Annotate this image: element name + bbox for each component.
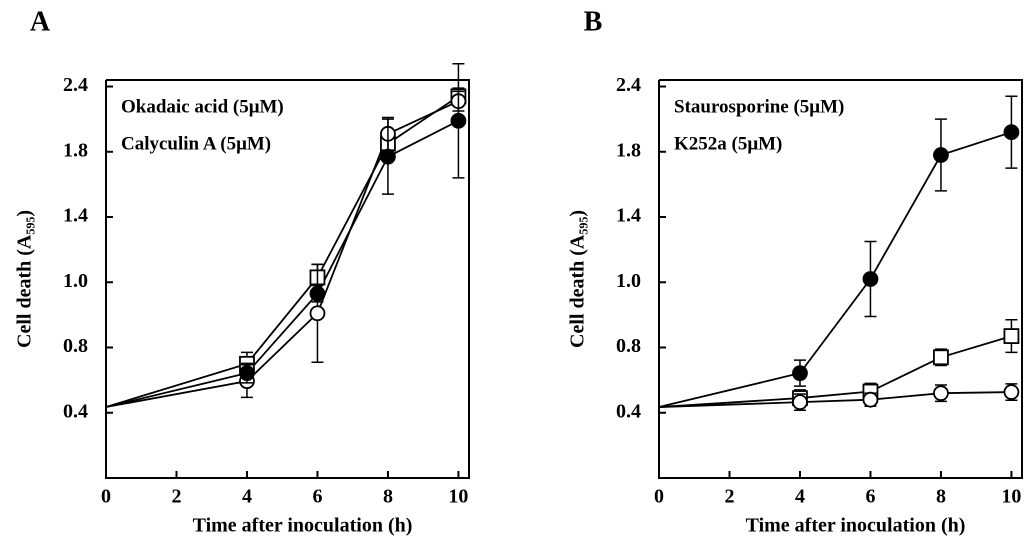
marker bbox=[792, 394, 808, 411]
marker bbox=[933, 147, 949, 163]
x-tick-label: 4 bbox=[242, 486, 252, 508]
annotation: Calyculin A (5μM) bbox=[121, 133, 271, 154]
x-tick-label: 6 bbox=[865, 486, 875, 508]
annotation: K252a (5μM) bbox=[674, 133, 782, 154]
x-tick-label: 0 bbox=[654, 486, 664, 508]
x-tick-label: 8 bbox=[936, 486, 946, 508]
marker bbox=[933, 385, 949, 402]
x-tick-label: 0 bbox=[101, 486, 111, 508]
y-tick-label: 1.0 bbox=[63, 270, 88, 292]
marker bbox=[792, 365, 808, 382]
marker bbox=[309, 285, 326, 302]
y-tick-label: 2.4 bbox=[616, 74, 641, 96]
y-tick-label: 0.4 bbox=[616, 400, 641, 422]
y-axis-label: Cell death (A₅₉₅) bbox=[14, 210, 36, 348]
x-axis-label: Time after inoculation (h) bbox=[193, 515, 413, 537]
panel-label: A bbox=[30, 6, 51, 37]
y-tick-label: 1.4 bbox=[63, 205, 88, 227]
x-axis-label: Time after inoculation (h) bbox=[746, 515, 966, 537]
y-tick-label: 1.8 bbox=[63, 139, 88, 161]
x-tick-label: 10 bbox=[1001, 486, 1021, 508]
y-axis-label: Cell death (A₅₉₅) bbox=[567, 210, 589, 348]
series-line bbox=[105, 119, 459, 408]
marker bbox=[239, 365, 255, 382]
y-tick-label: 1.4 bbox=[616, 205, 641, 227]
marker bbox=[1003, 384, 1020, 400]
x-tick-label: 2 bbox=[171, 486, 181, 508]
axis-frame bbox=[658, 79, 1023, 479]
marker bbox=[1003, 124, 1020, 141]
y-tick-label: 1.8 bbox=[616, 139, 641, 161]
x-tick-label: 10 bbox=[448, 486, 468, 508]
panel-label: B bbox=[584, 6, 603, 37]
marker bbox=[933, 349, 949, 366]
x-tick-label: 8 bbox=[383, 486, 393, 508]
marker bbox=[380, 148, 396, 165]
axis-frame bbox=[105, 79, 470, 479]
y-tick-label: 0.8 bbox=[63, 335, 88, 357]
marker bbox=[862, 391, 879, 408]
marker bbox=[862, 271, 879, 287]
y-tick-label: 0.8 bbox=[616, 335, 641, 357]
x-tick-label: 6 bbox=[312, 486, 322, 508]
y-tick-label: 1.0 bbox=[616, 270, 641, 292]
marker bbox=[1003, 328, 1020, 344]
x-tick-label: 4 bbox=[795, 486, 805, 508]
x-tick-label: 2 bbox=[724, 486, 734, 508]
marker bbox=[309, 305, 326, 322]
annotation: Staurosporine (5μM) bbox=[674, 96, 844, 117]
series-line bbox=[658, 131, 1012, 408]
y-tick-label: 0.4 bbox=[63, 400, 88, 422]
y-tick-label: 2.4 bbox=[63, 74, 88, 96]
annotation: Okadaic acid (5μM) bbox=[121, 96, 284, 117]
series-line bbox=[658, 335, 1012, 408]
marker bbox=[450, 112, 467, 129]
